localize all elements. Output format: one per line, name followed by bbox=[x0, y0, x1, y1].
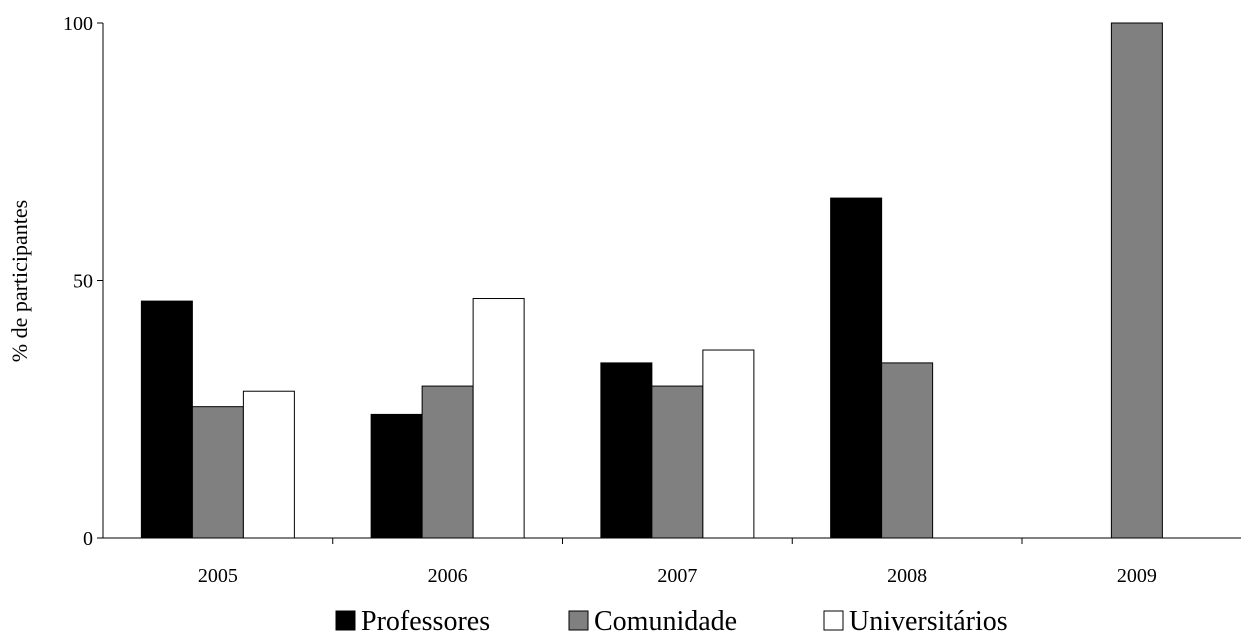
legend-swatch-professores bbox=[335, 610, 356, 631]
x-tick-label-2007: 2007 bbox=[657, 565, 697, 587]
legend: Professores Comunidade Universitários bbox=[335, 606, 1008, 637]
bar-professores-2005 bbox=[140, 300, 193, 539]
y-tick-label-100: 100 bbox=[63, 13, 93, 35]
bar-universitarios-2005 bbox=[242, 390, 295, 539]
bar-comunidade-2008 bbox=[881, 362, 934, 539]
bar-universitarios-2007 bbox=[702, 349, 755, 539]
y-tick-label-50: 50 bbox=[73, 271, 93, 293]
axes-group: 0 50 100 2005 2006 2007 2008 2009 bbox=[63, 13, 1241, 587]
bar-comunidade-2007 bbox=[651, 385, 704, 539]
x-tick-label-2005: 2005 bbox=[198, 565, 238, 587]
x-tick-label-2008: 2008 bbox=[887, 565, 927, 587]
legend-label-professores: Professores bbox=[361, 606, 490, 637]
y-axis-title: % de participantes bbox=[7, 200, 32, 363]
legend-label-universitarios: Universitários bbox=[849, 606, 1008, 637]
bars-group bbox=[140, 22, 1163, 539]
legend-swatch-comunidade bbox=[568, 610, 589, 631]
legend-swatch-universitarios bbox=[823, 610, 844, 631]
x-tick-label-2009: 2009 bbox=[1117, 565, 1157, 587]
y-tick-label-0: 0 bbox=[83, 528, 93, 550]
x-tick-label-2006: 2006 bbox=[428, 565, 468, 587]
bar-professores-2008 bbox=[830, 197, 883, 539]
bar-professores-2007 bbox=[600, 362, 653, 539]
bar-comunidade-2009 bbox=[1110, 22, 1163, 539]
legend-label-comunidade: Comunidade bbox=[594, 606, 737, 637]
bar-universitarios-2006 bbox=[472, 298, 525, 539]
bar-comunidade-2006 bbox=[421, 385, 474, 539]
bar-comunidade-2005 bbox=[191, 406, 244, 539]
bar-professores-2006 bbox=[370, 413, 423, 539]
